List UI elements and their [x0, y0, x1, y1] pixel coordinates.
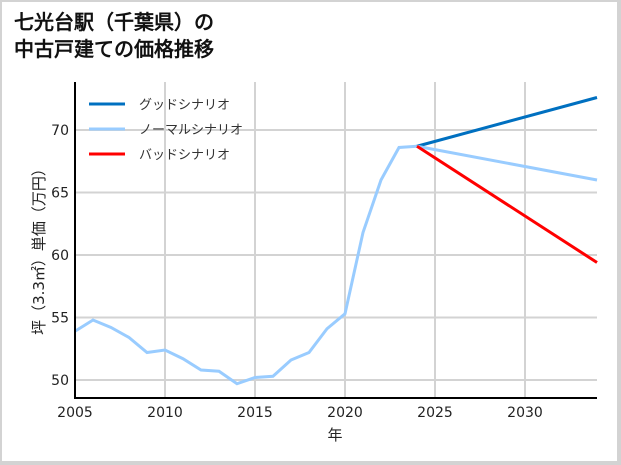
- x-tick-label: 2005: [57, 405, 93, 421]
- x-tick-label: 2030: [507, 405, 543, 421]
- y-axis-label: 坪（3.3㎡）単価（万円）: [30, 161, 48, 335]
- chart-title: 七光台駅（千葉県）の 中古戸建ての価格推移: [14, 9, 214, 63]
- x-tick-label: 2020: [327, 405, 363, 421]
- legend-label: グッドシナリオ: [139, 98, 230, 113]
- series-line: [74, 144, 418, 386]
- x-tick-label: 2025: [417, 405, 453, 421]
- y-tick-label: 55: [51, 311, 69, 327]
- y-tick-label: 70: [51, 123, 69, 139]
- series-line: [416, 144, 598, 182]
- y-tick-label: 60: [51, 248, 69, 264]
- x-tick-label: 2015: [237, 405, 273, 421]
- legend-label: バッドシナリオ: [139, 148, 230, 163]
- x-tick-label: 2010: [147, 405, 183, 421]
- y-tick-label: 50: [51, 373, 69, 389]
- y-tick-label: 65: [51, 186, 69, 202]
- chart-frame: [2, 2, 617, 461]
- title-line-1: 七光台駅（千葉県）の: [14, 10, 214, 34]
- series-line: [416, 96, 598, 148]
- legend-label: ノーマルシナリオ: [139, 123, 243, 138]
- series-line: [416, 144, 598, 264]
- x-axis-label: 年: [327, 426, 342, 444]
- title-line-2: 中古戸建ての価格推移: [14, 37, 214, 61]
